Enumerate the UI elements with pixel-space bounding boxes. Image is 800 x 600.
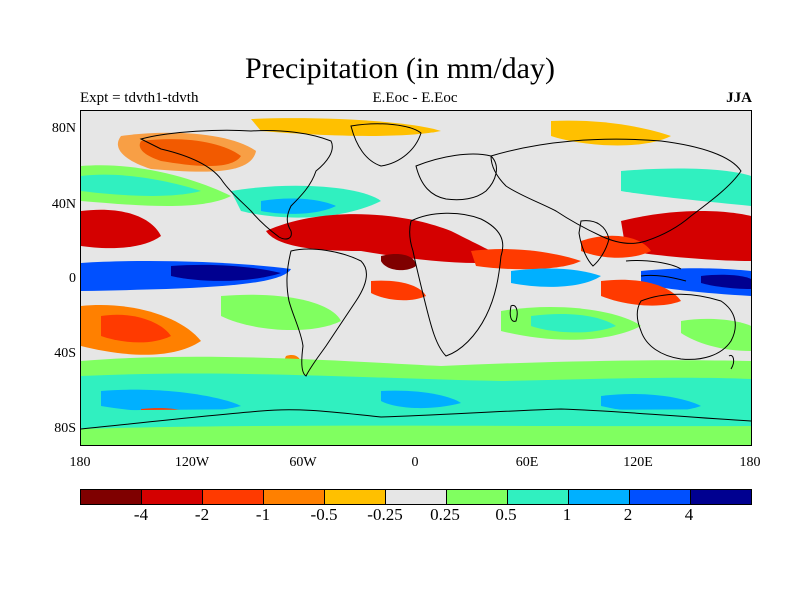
anomaly-fields <box>81 118 751 445</box>
field-arctic-orange <box>251 118 441 136</box>
season-label: JJA <box>726 90 752 106</box>
colorbar-label: 0.25 <box>430 505 460 524</box>
y-tick-label: 40S <box>54 346 76 361</box>
colorbar-segment <box>386 490 447 504</box>
field-antarctic-green <box>81 425 751 445</box>
colorbar-label: -2 <box>194 505 210 524</box>
coast-greenland <box>350 123 422 167</box>
experiment-center-label: E.Eoc - E.Eoc <box>372 90 458 106</box>
colorbar-label: -1 <box>255 505 271 524</box>
coast-indonesia <box>625 260 687 282</box>
field-north-pacific-orange <box>117 132 256 172</box>
field-natl-blue <box>261 198 336 214</box>
y-tick-label: 80S <box>54 421 76 436</box>
colorbar-segment <box>203 490 264 504</box>
coast-north-america <box>139 129 333 240</box>
colorbar-label: 0.5 <box>495 505 517 524</box>
x-tick-label: 180 <box>69 455 91 470</box>
y-tick-label: 80N <box>51 121 76 136</box>
colorbar-segment <box>508 490 569 504</box>
field-tatl-red <box>266 214 511 263</box>
field-indian-red <box>581 235 651 258</box>
field-spac-green <box>221 294 341 331</box>
x-tick-label: 120E <box>623 455 653 470</box>
field-spac-red <box>101 314 171 343</box>
y-tick-label: 0 <box>69 271 76 286</box>
colorbar <box>80 489 752 505</box>
plot-title: Precipitation (in mm/day) <box>245 52 555 85</box>
field-npac-cyan <box>81 174 201 196</box>
field-southern-blue-2 <box>381 390 461 409</box>
x-tick-label: 120W <box>174 455 210 470</box>
field-sio-red <box>601 279 681 306</box>
field-southern-blue <box>101 389 241 413</box>
field-africa-red <box>471 249 581 270</box>
colorbar-label: 4 <box>684 505 694 524</box>
field-southern-blue-3 <box>601 394 701 413</box>
field-epac-navy <box>171 264 281 281</box>
field-npac-red <box>81 209 161 249</box>
coast-australia <box>636 293 736 360</box>
coast-antarctica <box>81 408 751 430</box>
colorbar-label: 2 <box>623 505 633 524</box>
colorbar-segment <box>447 490 508 504</box>
coastlines <box>81 123 751 430</box>
field-asia-cyan <box>621 168 751 206</box>
colorbar-segment <box>325 490 386 504</box>
colorbar-segment <box>264 490 325 504</box>
field-wpac-navy <box>701 274 751 289</box>
map-svg <box>81 118 751 445</box>
colorbar-segment <box>142 490 203 504</box>
experiment-label: Expt = tdvth1-tdvth <box>80 90 199 106</box>
coast-europe <box>415 153 497 201</box>
field-aus-green <box>681 318 751 351</box>
coast-south-america <box>286 248 367 377</box>
coast-madagascar <box>509 304 518 322</box>
precipitation-map <box>80 110 752 446</box>
field-sio-cyan <box>531 314 616 333</box>
coast-india <box>578 220 610 267</box>
colorbar-label: -0.25 <box>367 505 403 524</box>
colorbar-segment <box>630 490 691 504</box>
field-satl-red <box>371 280 426 301</box>
field-africa-darkred <box>381 254 416 271</box>
coast-asia <box>490 138 742 244</box>
colorbar-label: -0.5 <box>310 505 338 524</box>
colorbar-segment <box>691 490 751 504</box>
field-wpac-red <box>621 211 751 261</box>
colorbar-segment <box>569 490 630 504</box>
x-tick-label: 180 <box>739 455 761 470</box>
coast-new-zealand <box>728 354 735 370</box>
field-arctic-orange-2 <box>551 120 671 146</box>
colorbar-segment <box>81 490 142 504</box>
y-tick-label: 40N <box>51 197 76 212</box>
field-indian-blue <box>511 268 601 287</box>
coast-africa <box>409 212 504 357</box>
colorbar-label: -4 <box>133 505 149 524</box>
x-tick-label: 0 <box>411 455 419 470</box>
x-tick-label: 60W <box>289 455 317 470</box>
x-tick-label: 60E <box>515 455 539 470</box>
colorbar-label: 1 <box>562 505 572 524</box>
